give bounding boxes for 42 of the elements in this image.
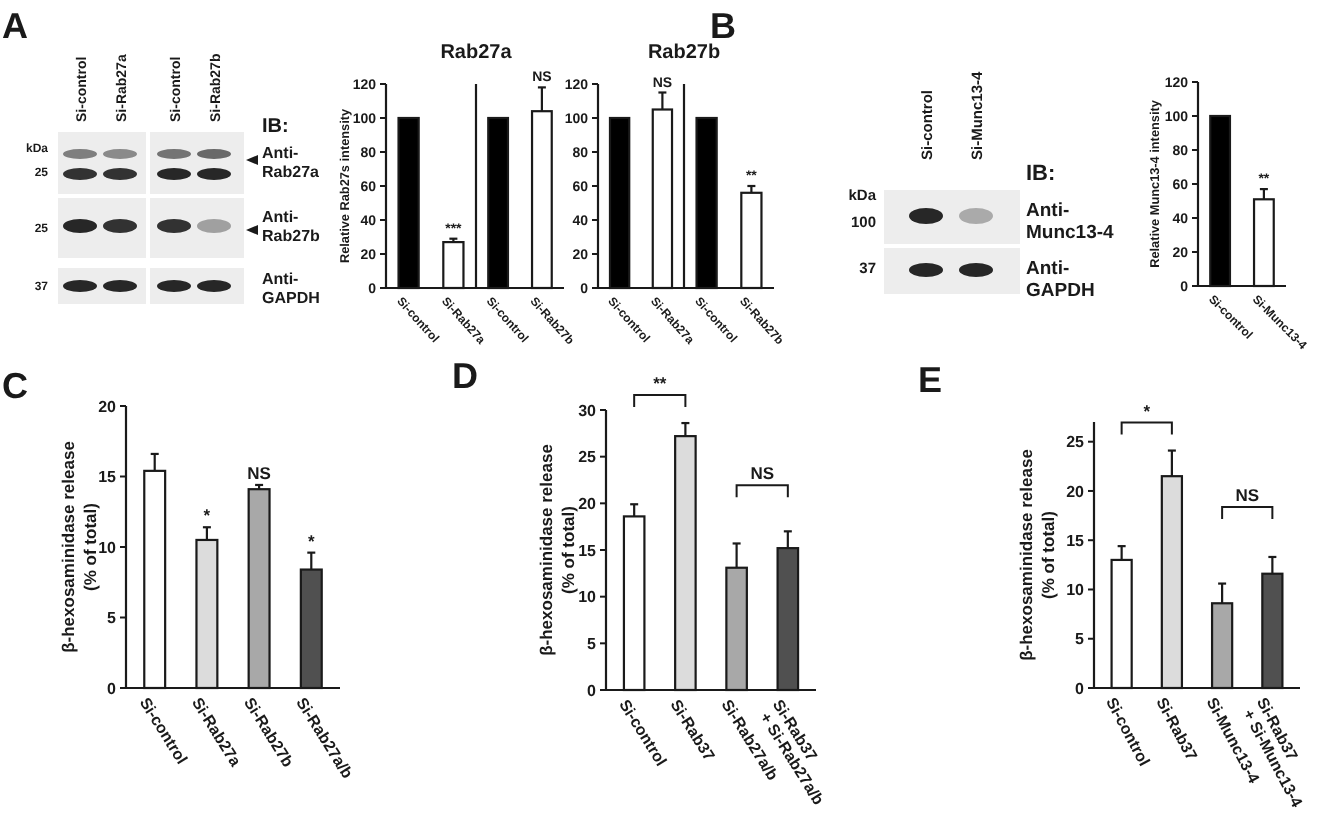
chart-title: D [452, 356, 478, 396]
text: IB: [262, 116, 289, 138]
y-tick-label: 10 [1066, 581, 1086, 600]
category-label: Anti-GAPDH [1026, 257, 1095, 302]
y-tick-label: 20 [578, 494, 598, 513]
chart-title: C [2, 366, 28, 406]
y-tick-label: 10 [98, 538, 118, 557]
y-axis-title: β-hexosaminidase release (% of total) [57, 440, 100, 653]
y-tick-label: 20 [98, 397, 118, 416]
y-tick-label: 25 [1066, 433, 1086, 452]
y-tick-label: 0 [107, 679, 118, 698]
data-label: * [307, 530, 316, 551]
y-tick-label: 15 [1066, 531, 1086, 550]
y-tick-label: 5 [587, 634, 598, 653]
data-label: * [203, 505, 212, 526]
y-axis-title: β-hexosaminidase release (% of total) [535, 443, 578, 656]
category-label: Anti-Rab27b [262, 208, 320, 245]
text: B [710, 6, 736, 46]
y-axis-title: β-hexosaminidase release (% of total) [1015, 448, 1058, 661]
y-tick-label: 5 [1075, 630, 1086, 649]
y-tick-label: 10 [578, 588, 598, 607]
chart-title: Rab27b [647, 42, 721, 64]
text: * [1143, 400, 1152, 421]
category-label: Anti-Munc13-4 [1026, 199, 1114, 244]
y-tick-label: 20 [1066, 482, 1086, 501]
y-tick-label: 0 [1075, 679, 1086, 698]
y-tick-label: 30 [578, 401, 598, 420]
y-tick-label: 15 [98, 468, 118, 487]
category-label: Anti-GAPDH [262, 270, 320, 307]
text: A [2, 6, 28, 46]
chart-title: Rab27a [440, 42, 513, 64]
y-tick-label: 15 [578, 541, 598, 560]
annotation: NS [1235, 484, 1260, 505]
category-label: Anti-Rab27a [262, 144, 319, 181]
y-tick-label: 5 [107, 609, 118, 628]
chart-title: E [918, 360, 943, 400]
text: IB: [1026, 162, 1056, 186]
text: ** [653, 373, 668, 394]
y-tick-label: 0 [587, 681, 598, 700]
data-label: NS [247, 462, 272, 483]
annotation: NS [750, 463, 775, 484]
y-tick-label: 25 [578, 448, 598, 467]
